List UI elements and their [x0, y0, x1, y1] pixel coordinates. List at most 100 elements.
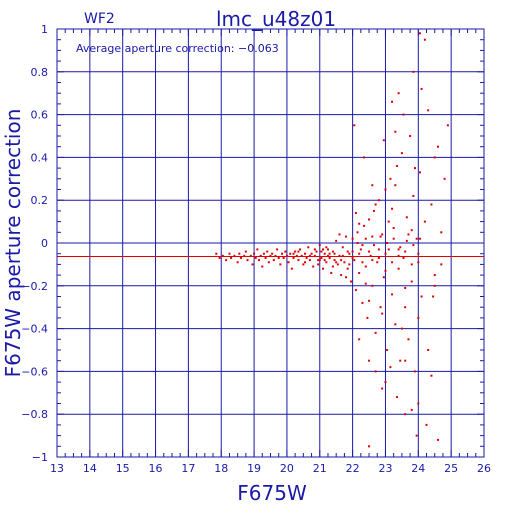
data-point [320, 250, 323, 253]
data-point [371, 184, 374, 187]
data-point [354, 289, 357, 292]
data-point [325, 261, 328, 264]
data-point [368, 359, 371, 362]
data-point [374, 331, 377, 334]
data-point [432, 295, 435, 298]
data-point [397, 267, 400, 270]
data-point [400, 152, 403, 155]
data-point [366, 316, 369, 319]
data-point [348, 252, 351, 255]
data-point [384, 188, 387, 191]
data-point [230, 256, 233, 259]
data-point [418, 32, 421, 35]
data-point [308, 254, 311, 257]
data-point [420, 87, 423, 90]
data-point [389, 366, 392, 369]
data-point [427, 109, 430, 112]
data-point [221, 254, 224, 257]
data-point [330, 271, 333, 274]
data-point [440, 231, 443, 234]
data-point [377, 248, 380, 251]
data-point [346, 267, 349, 270]
x-tick-labels: 13 14 15 16 17 18 19 20 21 22 23 24 25 26 [50, 462, 491, 475]
data-point [386, 349, 389, 351]
data-point [266, 250, 269, 253]
data-point [346, 250, 349, 253]
data-point [303, 261, 306, 264]
data-point [289, 252, 292, 255]
data-point [410, 263, 413, 266]
data-point [318, 244, 321, 247]
data-point [333, 259, 336, 262]
data-point [384, 252, 387, 255]
data-point [239, 256, 242, 259]
data-point [238, 252, 241, 255]
data-point [269, 254, 272, 257]
data-point [420, 295, 423, 298]
data-point [430, 203, 433, 206]
data-point [410, 408, 413, 411]
data-point [433, 274, 436, 277]
data-point [353, 124, 356, 127]
data-point [384, 269, 387, 272]
data-point [315, 250, 318, 253]
data-point [415, 434, 418, 437]
x-tick-label: 14 [83, 462, 97, 475]
data-point [303, 252, 306, 255]
data-point [271, 252, 274, 255]
data-point [412, 244, 415, 247]
data-point [415, 237, 418, 240]
data-point [261, 265, 264, 268]
x-tick-label: 24 [411, 462, 425, 475]
data-point [318, 259, 321, 262]
data-point [374, 370, 377, 373]
x-tick-label: 15 [116, 462, 130, 475]
data-point [218, 256, 221, 259]
data-point [228, 252, 231, 255]
data-point [279, 263, 282, 266]
data-point [368, 218, 371, 221]
x-tick-label: 18 [214, 462, 228, 475]
data-point [417, 261, 420, 264]
x-tick-label: 23 [378, 462, 392, 475]
data-point [333, 252, 336, 255]
x-axis-label: F675W [237, 481, 307, 505]
data-point [284, 250, 287, 253]
x-tick-label: 21 [313, 462, 327, 475]
data-point [354, 212, 357, 215]
data-point [326, 248, 329, 251]
data-point [348, 263, 351, 266]
data-point [338, 233, 341, 236]
y-axis-label: F675W aperture correction [1, 109, 25, 378]
data-point [317, 263, 320, 266]
data-point [382, 276, 385, 279]
data-point [345, 235, 348, 238]
data-point [404, 413, 407, 416]
data-point [320, 256, 323, 259]
data-point [437, 438, 440, 441]
data-point [351, 250, 354, 253]
y-tick-label: −0.6 [21, 365, 48, 378]
data-point [274, 254, 277, 257]
data-point [397, 254, 400, 257]
data-point [433, 284, 436, 287]
x-tick-label: 13 [50, 462, 64, 475]
data-point [300, 254, 303, 257]
data-point [292, 252, 295, 255]
data-point [282, 256, 285, 259]
y-tick-labels: −1 −0.8 −0.6 −0.4 −0.2 0 0.2 0.4 0.6 0.8 1 [21, 23, 48, 464]
data-point [361, 244, 364, 247]
data-point [407, 338, 410, 341]
data-point [259, 254, 262, 257]
average-annotation: Average aperture correction: −0.063 [76, 42, 279, 55]
data-point [386, 242, 389, 244]
tick-marks [56, 28, 485, 458]
data-point [418, 237, 421, 240]
data-point [364, 282, 367, 285]
data-point [397, 92, 400, 95]
data-point [423, 38, 426, 41]
data-point [351, 256, 354, 259]
data-point [384, 381, 387, 384]
data-point [233, 254, 236, 257]
